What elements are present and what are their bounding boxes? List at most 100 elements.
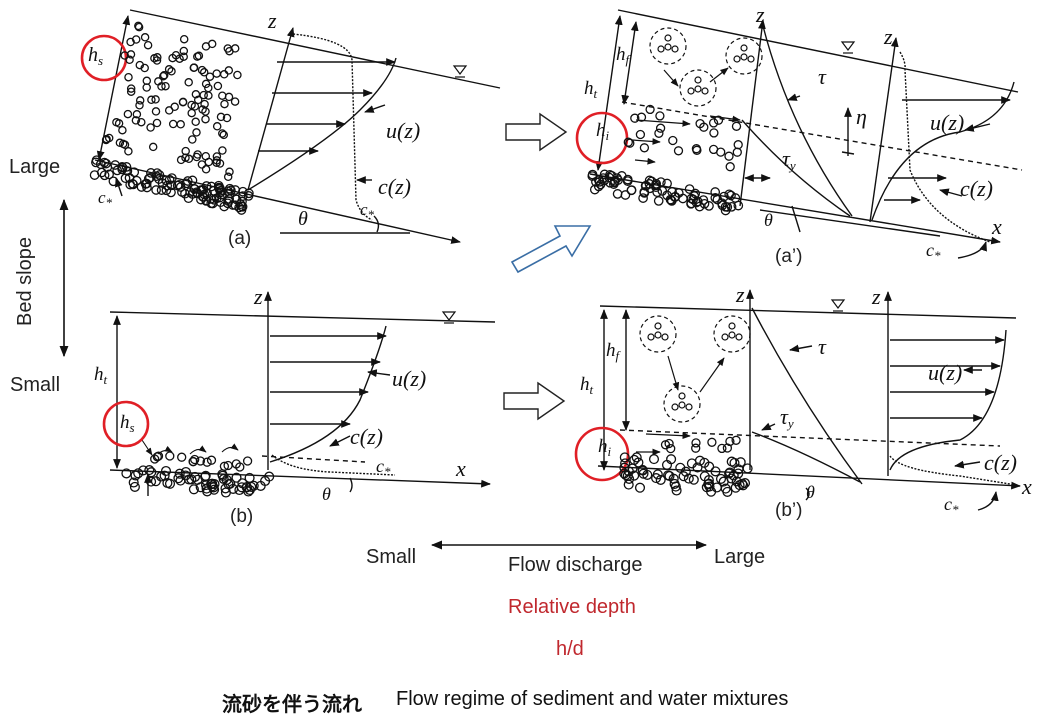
sediment-grain bbox=[201, 114, 210, 124]
panel-b-label: (b) bbox=[230, 506, 254, 527]
sediment-grain bbox=[231, 472, 242, 483]
panel-ap-theta-label: θ bbox=[764, 210, 773, 230]
sediment-grain bbox=[212, 158, 221, 167]
sediment-grain bbox=[655, 123, 666, 133]
panel-ap-hf-label: hf bbox=[616, 44, 630, 67]
grain-cluster-particle bbox=[694, 85, 702, 93]
panel-bp-hi-label: hi bbox=[598, 436, 612, 459]
panel-b-velocity-profile bbox=[269, 325, 387, 463]
sediment-grain bbox=[722, 486, 733, 497]
sediment-grain bbox=[692, 196, 703, 207]
sediment-grain bbox=[717, 198, 727, 209]
sediment-grain bbox=[161, 175, 171, 186]
sediment-grain bbox=[114, 119, 124, 128]
sediment-grain bbox=[137, 117, 146, 127]
sediment-grain bbox=[184, 78, 193, 87]
sediment-grain bbox=[218, 91, 227, 100]
panel-a-sediment-grains bbox=[89, 21, 254, 215]
sediment-grain bbox=[159, 70, 169, 80]
sediment-grain bbox=[138, 465, 149, 476]
sediment-grain bbox=[201, 165, 211, 174]
panel-ap-u-label: u(z) bbox=[930, 110, 965, 135]
sediment-grain bbox=[233, 70, 242, 80]
panel-a-c-label: c(z) bbox=[378, 174, 411, 199]
panel-bp-c-pointer bbox=[954, 460, 981, 469]
panel-bp-velocity-arrows bbox=[890, 336, 1005, 422]
panel-bp-cstar-label: c* bbox=[944, 494, 959, 517]
sediment-grain bbox=[182, 176, 193, 186]
panel-ap-z2-axis bbox=[869, 37, 899, 223]
sediment-grain bbox=[120, 140, 130, 150]
sediment-grain bbox=[683, 473, 694, 484]
panel-ap-velocity-arrows bbox=[884, 96, 1011, 204]
sediment-grain bbox=[636, 112, 647, 122]
sediment-grain bbox=[150, 54, 159, 63]
sediment-grain bbox=[219, 130, 229, 140]
sediment-grain bbox=[95, 159, 106, 170]
sediment-grain bbox=[215, 197, 226, 208]
transition-arrow-bottom bbox=[503, 381, 566, 421]
panel-bp-tau-pointer bbox=[789, 344, 813, 353]
sediment-grain bbox=[189, 63, 199, 72]
sediment-grain bbox=[219, 461, 230, 471]
sediment-grain bbox=[234, 202, 244, 213]
sediment-grain bbox=[152, 56, 162, 65]
sediment-grain bbox=[188, 135, 197, 144]
panel-bp-theta-label: θ bbox=[806, 482, 815, 502]
sediment-grain bbox=[216, 112, 226, 122]
panel-bp-hf-label: hf bbox=[606, 340, 620, 363]
sediment-grain bbox=[112, 165, 123, 176]
water-surface-symbol-bp bbox=[830, 299, 846, 312]
sediment-grain bbox=[201, 79, 211, 89]
sediment-grain bbox=[731, 121, 742, 131]
sediment-grain bbox=[708, 144, 719, 155]
grain-cluster-particle bbox=[654, 322, 662, 330]
sediment-grain bbox=[160, 465, 172, 477]
sediment-grain bbox=[131, 35, 141, 44]
bed-slope-label: Bed slope bbox=[14, 237, 36, 326]
sediment-grain bbox=[616, 171, 627, 181]
sediment-grain bbox=[179, 52, 188, 61]
sediment-grain bbox=[123, 109, 133, 119]
sediment-grain bbox=[698, 195, 709, 205]
caption-japanese: 流砂を伴う流れ bbox=[222, 694, 362, 716]
sediment-grain bbox=[722, 443, 733, 453]
sediment-grain bbox=[691, 438, 701, 448]
sediment-grain bbox=[200, 471, 211, 482]
sediment-grain bbox=[144, 465, 155, 476]
sediment-grain bbox=[124, 72, 133, 82]
sediment-grain bbox=[655, 474, 666, 485]
sediment-grain bbox=[180, 466, 191, 478]
panel-ap-eta-label: η bbox=[856, 104, 867, 129]
sediment-grain bbox=[118, 125, 127, 135]
panel-b bbox=[102, 291, 496, 496]
panel-bp-flow-arrows bbox=[636, 355, 725, 456]
sediment-grain bbox=[729, 457, 740, 468]
panel-a-water-surface bbox=[129, 9, 501, 89]
sediment-grain bbox=[624, 473, 635, 484]
grain-cluster-particle bbox=[721, 333, 729, 341]
sediment-grain bbox=[171, 50, 181, 60]
sediment-grain bbox=[159, 71, 168, 81]
sediment-grain bbox=[204, 157, 214, 167]
sediment-grain bbox=[652, 469, 663, 480]
sediment-grain bbox=[653, 196, 664, 206]
sediment-grain bbox=[213, 81, 223, 91]
sediment-grain bbox=[208, 185, 219, 196]
sediment-grain bbox=[189, 183, 199, 194]
sediment-grain bbox=[662, 190, 672, 201]
sediment-grain bbox=[713, 115, 724, 125]
sediment-grain bbox=[222, 113, 232, 123]
panel-bp-tauy-label: τy bbox=[780, 404, 794, 431]
grain-cluster-particle bbox=[728, 331, 736, 339]
grain-cluster-ring bbox=[649, 27, 687, 65]
grain-cluster-ring bbox=[725, 37, 763, 75]
sediment-grain bbox=[161, 81, 170, 91]
sediment-grain bbox=[150, 476, 161, 487]
sediment-grain bbox=[724, 467, 735, 478]
sediment-grain bbox=[666, 443, 676, 454]
panel-bp-z-label: z bbox=[736, 282, 745, 307]
sediment-grain bbox=[124, 147, 133, 156]
sediment-grain bbox=[120, 173, 131, 184]
water-surface-symbol-ap bbox=[840, 41, 856, 54]
